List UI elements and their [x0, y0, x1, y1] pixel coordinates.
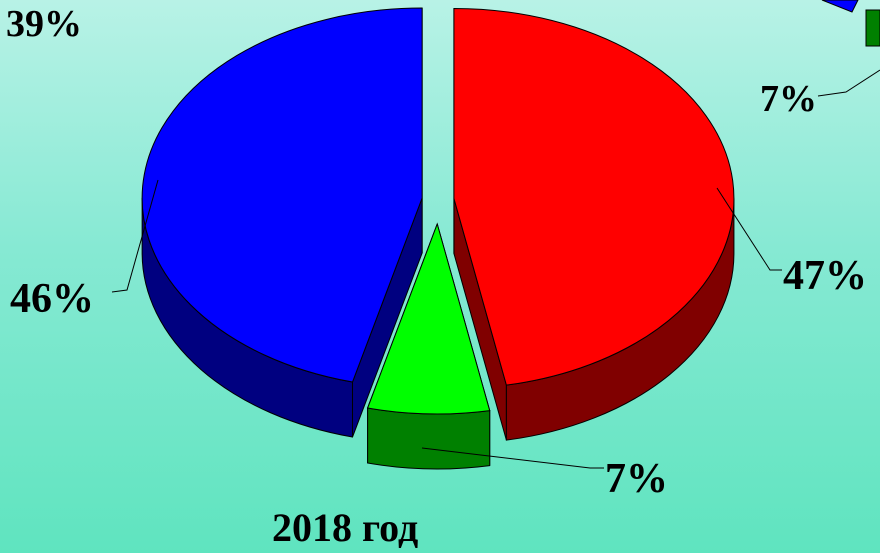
- previous-blue-slice-fragment: [821, 0, 859, 13]
- previous-blue-data-label: 39%: [6, 3, 82, 45]
- red-slice-data-label: 47%: [783, 253, 867, 299]
- green-slice-top: [366, 222, 491, 415]
- green-slice-data-label: 7%: [605, 456, 668, 502]
- green-leader-line: [421, 447, 604, 469]
- previous-green-slice-fragment: [865, 9, 880, 47]
- blue-slice-data-label: 46%: [10, 276, 94, 322]
- previous-green-data-label: 7%: [760, 78, 817, 120]
- previous-green-leader-line: [817, 69, 880, 97]
- previous-chart-fragment: [817, 0, 880, 97]
- green-slice-side: [367, 407, 491, 470]
- leader-lines: [111, 179, 782, 469]
- blue-slice-top: [141, 7, 423, 383]
- green-slice: [366, 222, 491, 470]
- red-slice-top: [453, 7, 735, 386]
- red-leader-line: [716, 187, 782, 271]
- chart-title: 2018 год: [272, 505, 419, 550]
- blue-leader-line: [111, 179, 159, 293]
- red-slice: [453, 7, 735, 441]
- blue-slice: [141, 7, 423, 438]
